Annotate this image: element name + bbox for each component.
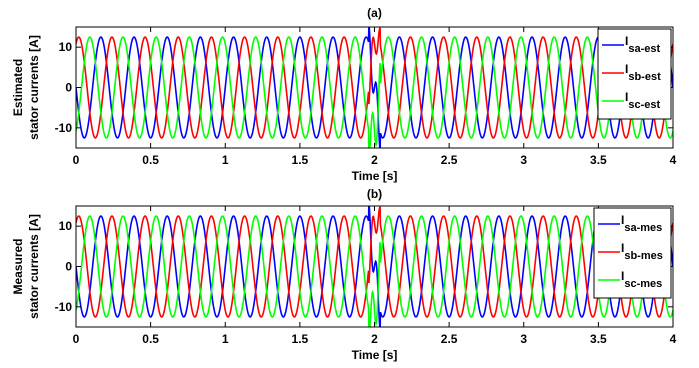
- legend-entry-subscript: sa-est: [628, 43, 660, 55]
- legend-entry-subscript: sc-est: [628, 99, 660, 111]
- y-axis-label-line1: Estimated: [11, 59, 25, 116]
- y-tick-label: 10: [59, 40, 73, 54]
- y-axis-label-line2: stator currents [A]: [27, 214, 41, 319]
- y-axis-label-line1: Measured: [11, 238, 25, 294]
- series-line-sb-mes: [76, 206, 673, 318]
- x-tick-label: 0: [73, 332, 80, 346]
- chart-a: (a) 0 0.5 1 1.5 2 2.5 3 3.5 4 -10 0 10 Time [s] Estima…: [11, 6, 677, 183]
- y-axis-label-line2: stator currents [A]: [27, 35, 41, 140]
- legend-entry-name: I: [625, 62, 628, 76]
- legend-entry-subscript: sa-mes: [624, 222, 662, 234]
- x-tick-label: 2.5: [441, 153, 458, 167]
- series-line-sc-est: [76, 36, 673, 148]
- legend-entry: Isb-est: [625, 62, 661, 83]
- legend-entry-subscript: sb-est: [628, 71, 661, 83]
- x-tick-label: 0.5: [142, 153, 159, 167]
- series-line-sc-mes: [76, 215, 673, 327]
- x-axis-label: Time [s]: [352, 348, 398, 362]
- x-tick-label: 3.5: [590, 153, 607, 167]
- chart-title: (a): [367, 6, 382, 20]
- legend-entry-subscript: sb-mes: [624, 250, 663, 262]
- y-tick-label: 0: [65, 260, 72, 274]
- y-tick-label: -10: [55, 121, 73, 135]
- y-tick-label: 10: [59, 219, 73, 233]
- x-tick-label: 1: [222, 332, 229, 346]
- x-tick-label: 4: [670, 153, 677, 167]
- legend-box: [597, 28, 672, 120]
- y-tick-label: -10: [55, 300, 73, 314]
- legend-entry: Isa-mes: [621, 213, 662, 234]
- legend-entry-name: I: [621, 241, 624, 255]
- series-line-sa-mes: [76, 206, 673, 327]
- x-tick-label: 3: [520, 332, 527, 346]
- legend-entry: Isc-est: [625, 90, 660, 111]
- legend-entry: Isb-mes: [621, 241, 663, 262]
- legend-entry-name: I: [625, 34, 628, 48]
- legend-entry-subscript: sc-mes: [624, 278, 662, 290]
- legend-entry: Isa-est: [625, 34, 660, 55]
- x-tick-label: 0: [73, 153, 80, 167]
- x-tick-label: 3.5: [590, 332, 607, 346]
- x-tick-label: 2: [371, 153, 378, 167]
- x-tick-label: 1.5: [292, 332, 309, 346]
- x-tick-label: 0.5: [142, 332, 159, 346]
- legend-entry-name: I: [625, 90, 628, 104]
- series-line-sa-est: [76, 27, 673, 148]
- x-tick-label: 1: [222, 153, 229, 167]
- x-tick-label: 4: [670, 332, 677, 346]
- x-tick-label: 1.5: [292, 153, 309, 167]
- plot-lines: [76, 206, 673, 327]
- x-tick-label: 2: [371, 332, 378, 346]
- legend-entry-name: I: [621, 269, 624, 283]
- x-axis-label: Time [s]: [352, 169, 398, 183]
- x-tick-label: 3: [520, 153, 527, 167]
- plot-lines: [76, 27, 673, 148]
- legend-entry: Isc-mes: [621, 269, 662, 290]
- series-line-sb-est: [76, 27, 673, 139]
- legend-entry-name: I: [621, 213, 624, 227]
- x-tick-label: 2.5: [441, 332, 458, 346]
- chart-b: (b) 0 0.5 1 1.5 2 2.5 3 3.5 4 -10 0 10 Time [s] Measur…: [11, 187, 677, 362]
- chart-title: (b): [367, 187, 382, 201]
- legend-box: [593, 207, 672, 299]
- y-tick-label: 0: [65, 81, 72, 95]
